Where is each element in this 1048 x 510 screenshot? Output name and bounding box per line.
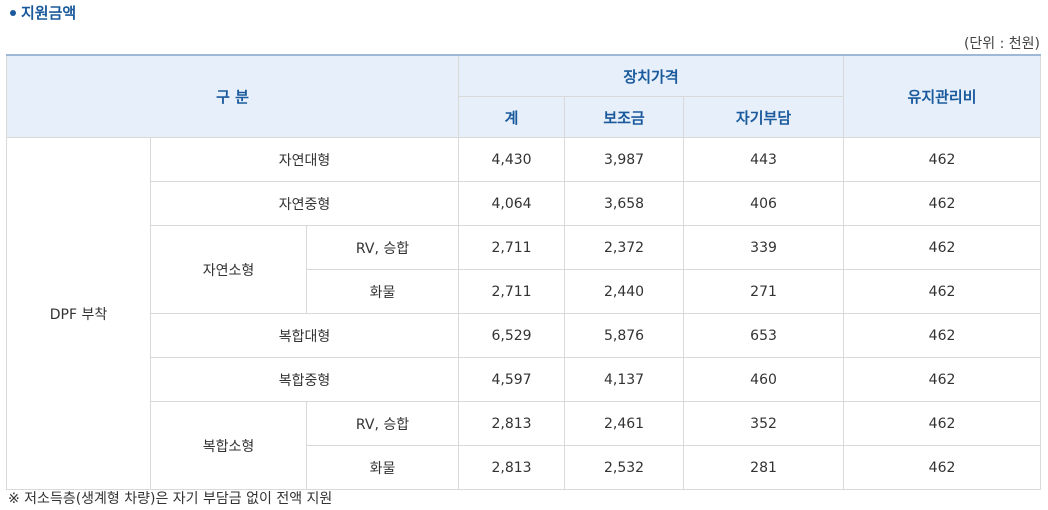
bullet-icon bbox=[10, 9, 16, 16]
maintenance-cell: 462 bbox=[843, 357, 1042, 402]
subsidy-table: 구 분 장치가격 유지관리비 계 보조금 자기부담 DPF 부착 자연대형 4,… bbox=[5, 54, 1042, 490]
table-row: 화물 2,813 2,532 281 462 bbox=[7, 445, 1042, 490]
header-device-price: 장치가격 bbox=[458, 54, 845, 97]
section-title: 지원금액 bbox=[10, 2, 76, 23]
maintenance-cell: 462 bbox=[843, 313, 1042, 358]
type-cell: 자연소형 bbox=[150, 225, 307, 314]
total-cell: 4,597 bbox=[458, 357, 566, 402]
subsidy-cell: 2,461 bbox=[564, 401, 685, 446]
unit-label: (단위 : 천원) bbox=[963, 36, 1040, 52]
self-pay-cell: 406 bbox=[683, 181, 845, 226]
total-cell: 2,813 bbox=[458, 445, 566, 490]
maintenance-cell: 462 bbox=[843, 445, 1042, 490]
header-maintenance: 유지관리비 bbox=[843, 54, 1042, 138]
header-category: 구 분 bbox=[5, 54, 460, 138]
self-pay-cell: 352 bbox=[683, 401, 845, 446]
self-pay-cell: 339 bbox=[683, 225, 845, 270]
total-cell: 2,813 bbox=[458, 401, 566, 446]
header-subsidy: 보조금 bbox=[564, 96, 685, 138]
self-pay-cell: 271 bbox=[683, 269, 845, 314]
self-pay-cell: 281 bbox=[683, 445, 845, 490]
subsidy-cell: 3,987 bbox=[564, 137, 685, 182]
type-cell: 복합중형 bbox=[149, 357, 460, 402]
header-total: 계 bbox=[458, 96, 566, 138]
subtype-cell: 화물 bbox=[305, 269, 460, 314]
footnote: ※ 저소득층(생계형 차량)은 자기 부담금 없이 전액 지원 bbox=[8, 491, 333, 507]
table-row: 자연중형 4,064 3,658 406 462 bbox=[7, 181, 1042, 226]
type-cell: 자연중형 bbox=[149, 181, 460, 226]
total-cell: 4,064 bbox=[458, 181, 566, 226]
total-cell: 2,711 bbox=[458, 225, 566, 270]
subsidy-cell: 2,440 bbox=[564, 269, 685, 314]
maintenance-cell: 462 bbox=[843, 181, 1042, 226]
maintenance-cell: 462 bbox=[843, 225, 1042, 270]
subtype-cell: RV, 승합 bbox=[305, 225, 460, 270]
self-pay-cell: 443 bbox=[683, 137, 845, 182]
header-self-pay: 자기부담 bbox=[683, 96, 845, 138]
self-pay-cell: 653 bbox=[683, 313, 845, 358]
subtype-cell: 화물 bbox=[305, 445, 460, 490]
type-cell: 자연대형 bbox=[149, 137, 460, 182]
group-cell: DPF 부착 bbox=[6, 137, 151, 490]
total-cell: 2,711 bbox=[458, 269, 566, 314]
subsidy-cell: 2,532 bbox=[564, 445, 685, 490]
maintenance-cell: 462 bbox=[843, 269, 1042, 314]
subsidy-cell: 2,372 bbox=[564, 225, 685, 270]
subtype-cell: RV, 승합 bbox=[305, 401, 460, 446]
subsidy-cell: 3,658 bbox=[564, 181, 685, 226]
type-cell: 복합소형 bbox=[150, 401, 307, 490]
maintenance-cell: 462 bbox=[843, 137, 1042, 182]
self-pay-cell: 460 bbox=[683, 357, 845, 402]
total-cell: 4,430 bbox=[458, 137, 566, 182]
maintenance-cell: 462 bbox=[843, 401, 1042, 446]
table-row: 복합대형 6,529 5,876 653 462 bbox=[7, 313, 1042, 358]
table-row: DPF 부착 자연대형 4,430 3,987 443 462 bbox=[6, 137, 1042, 490]
total-cell: 6,529 bbox=[458, 313, 566, 358]
subsidy-cell: 4,137 bbox=[564, 357, 685, 402]
table-row: 자연소형 RV, 승합 2,711 2,372 339 462 bbox=[7, 225, 1042, 314]
table-row: 복합소형 RV, 승합 2,813 2,461 352 462 bbox=[7, 401, 1042, 490]
table-row: 화물 2,711 2,440 271 462 bbox=[7, 269, 1042, 314]
subsidy-cell: 5,876 bbox=[564, 313, 685, 358]
section-title-text: 지원금액 bbox=[21, 4, 77, 22]
table-row: 복합중형 4,597 4,137 460 462 bbox=[7, 357, 1042, 402]
type-cell: 복합대형 bbox=[149, 313, 460, 358]
